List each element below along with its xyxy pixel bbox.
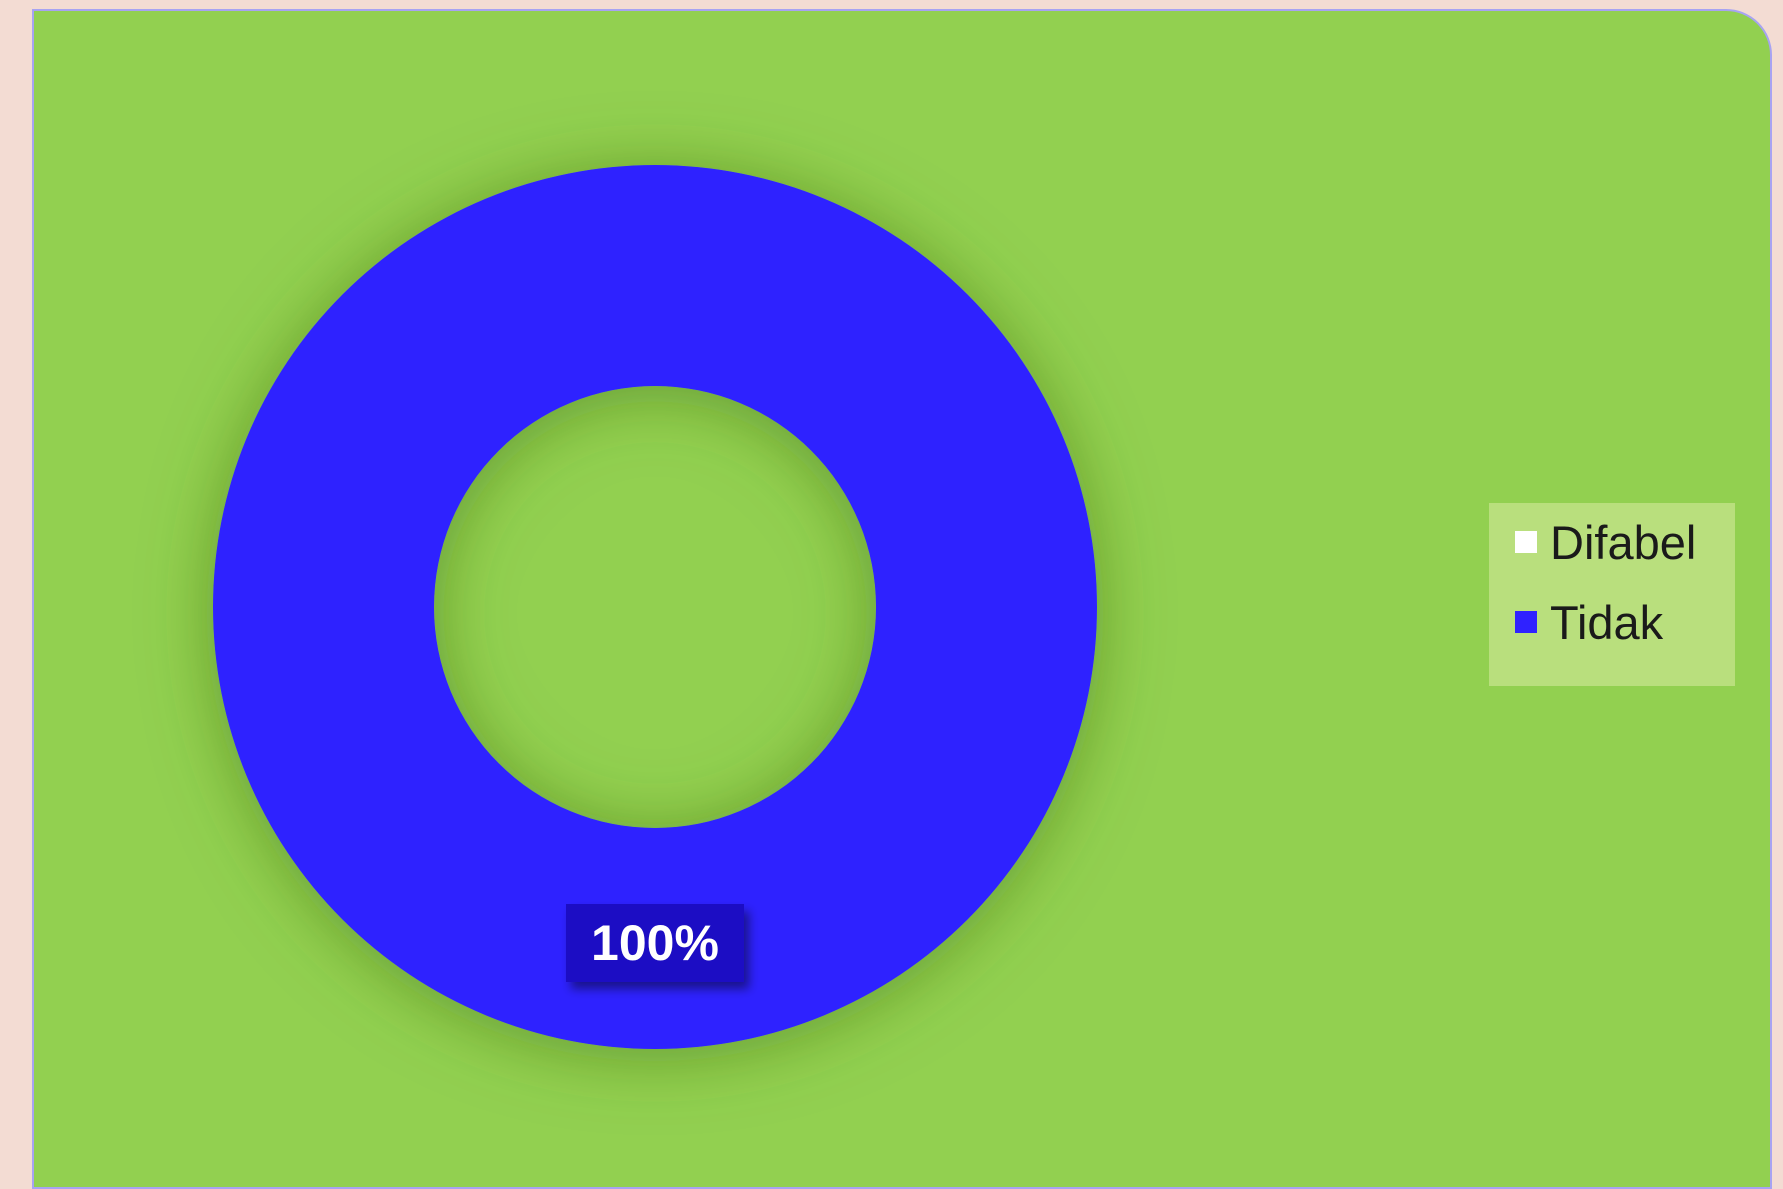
- legend-label-difabel: Difabel: [1550, 515, 1697, 569]
- legend-item-tidak[interactable]: Tidak: [1515, 578, 1735, 666]
- legend-label-tidak: Tidak: [1550, 595, 1664, 649]
- data-label-text: 100%: [591, 915, 719, 971]
- legend-item-difabel[interactable]: Difabel: [1515, 498, 1735, 586]
- data-label-box: [566, 904, 744, 982]
- donut-chart: 100%: [213, 165, 1097, 1049]
- chart-area: 100% Difabel Tidak: [32, 9, 1772, 1189]
- legend-swatch-difabel: [1515, 531, 1537, 553]
- slice-tidak[interactable]: [213, 165, 1097, 1049]
- legend-swatch-tidak: [1515, 611, 1537, 633]
- data-label-tidak: 100%: [566, 904, 744, 982]
- legend: Difabel Tidak: [1489, 503, 1735, 686]
